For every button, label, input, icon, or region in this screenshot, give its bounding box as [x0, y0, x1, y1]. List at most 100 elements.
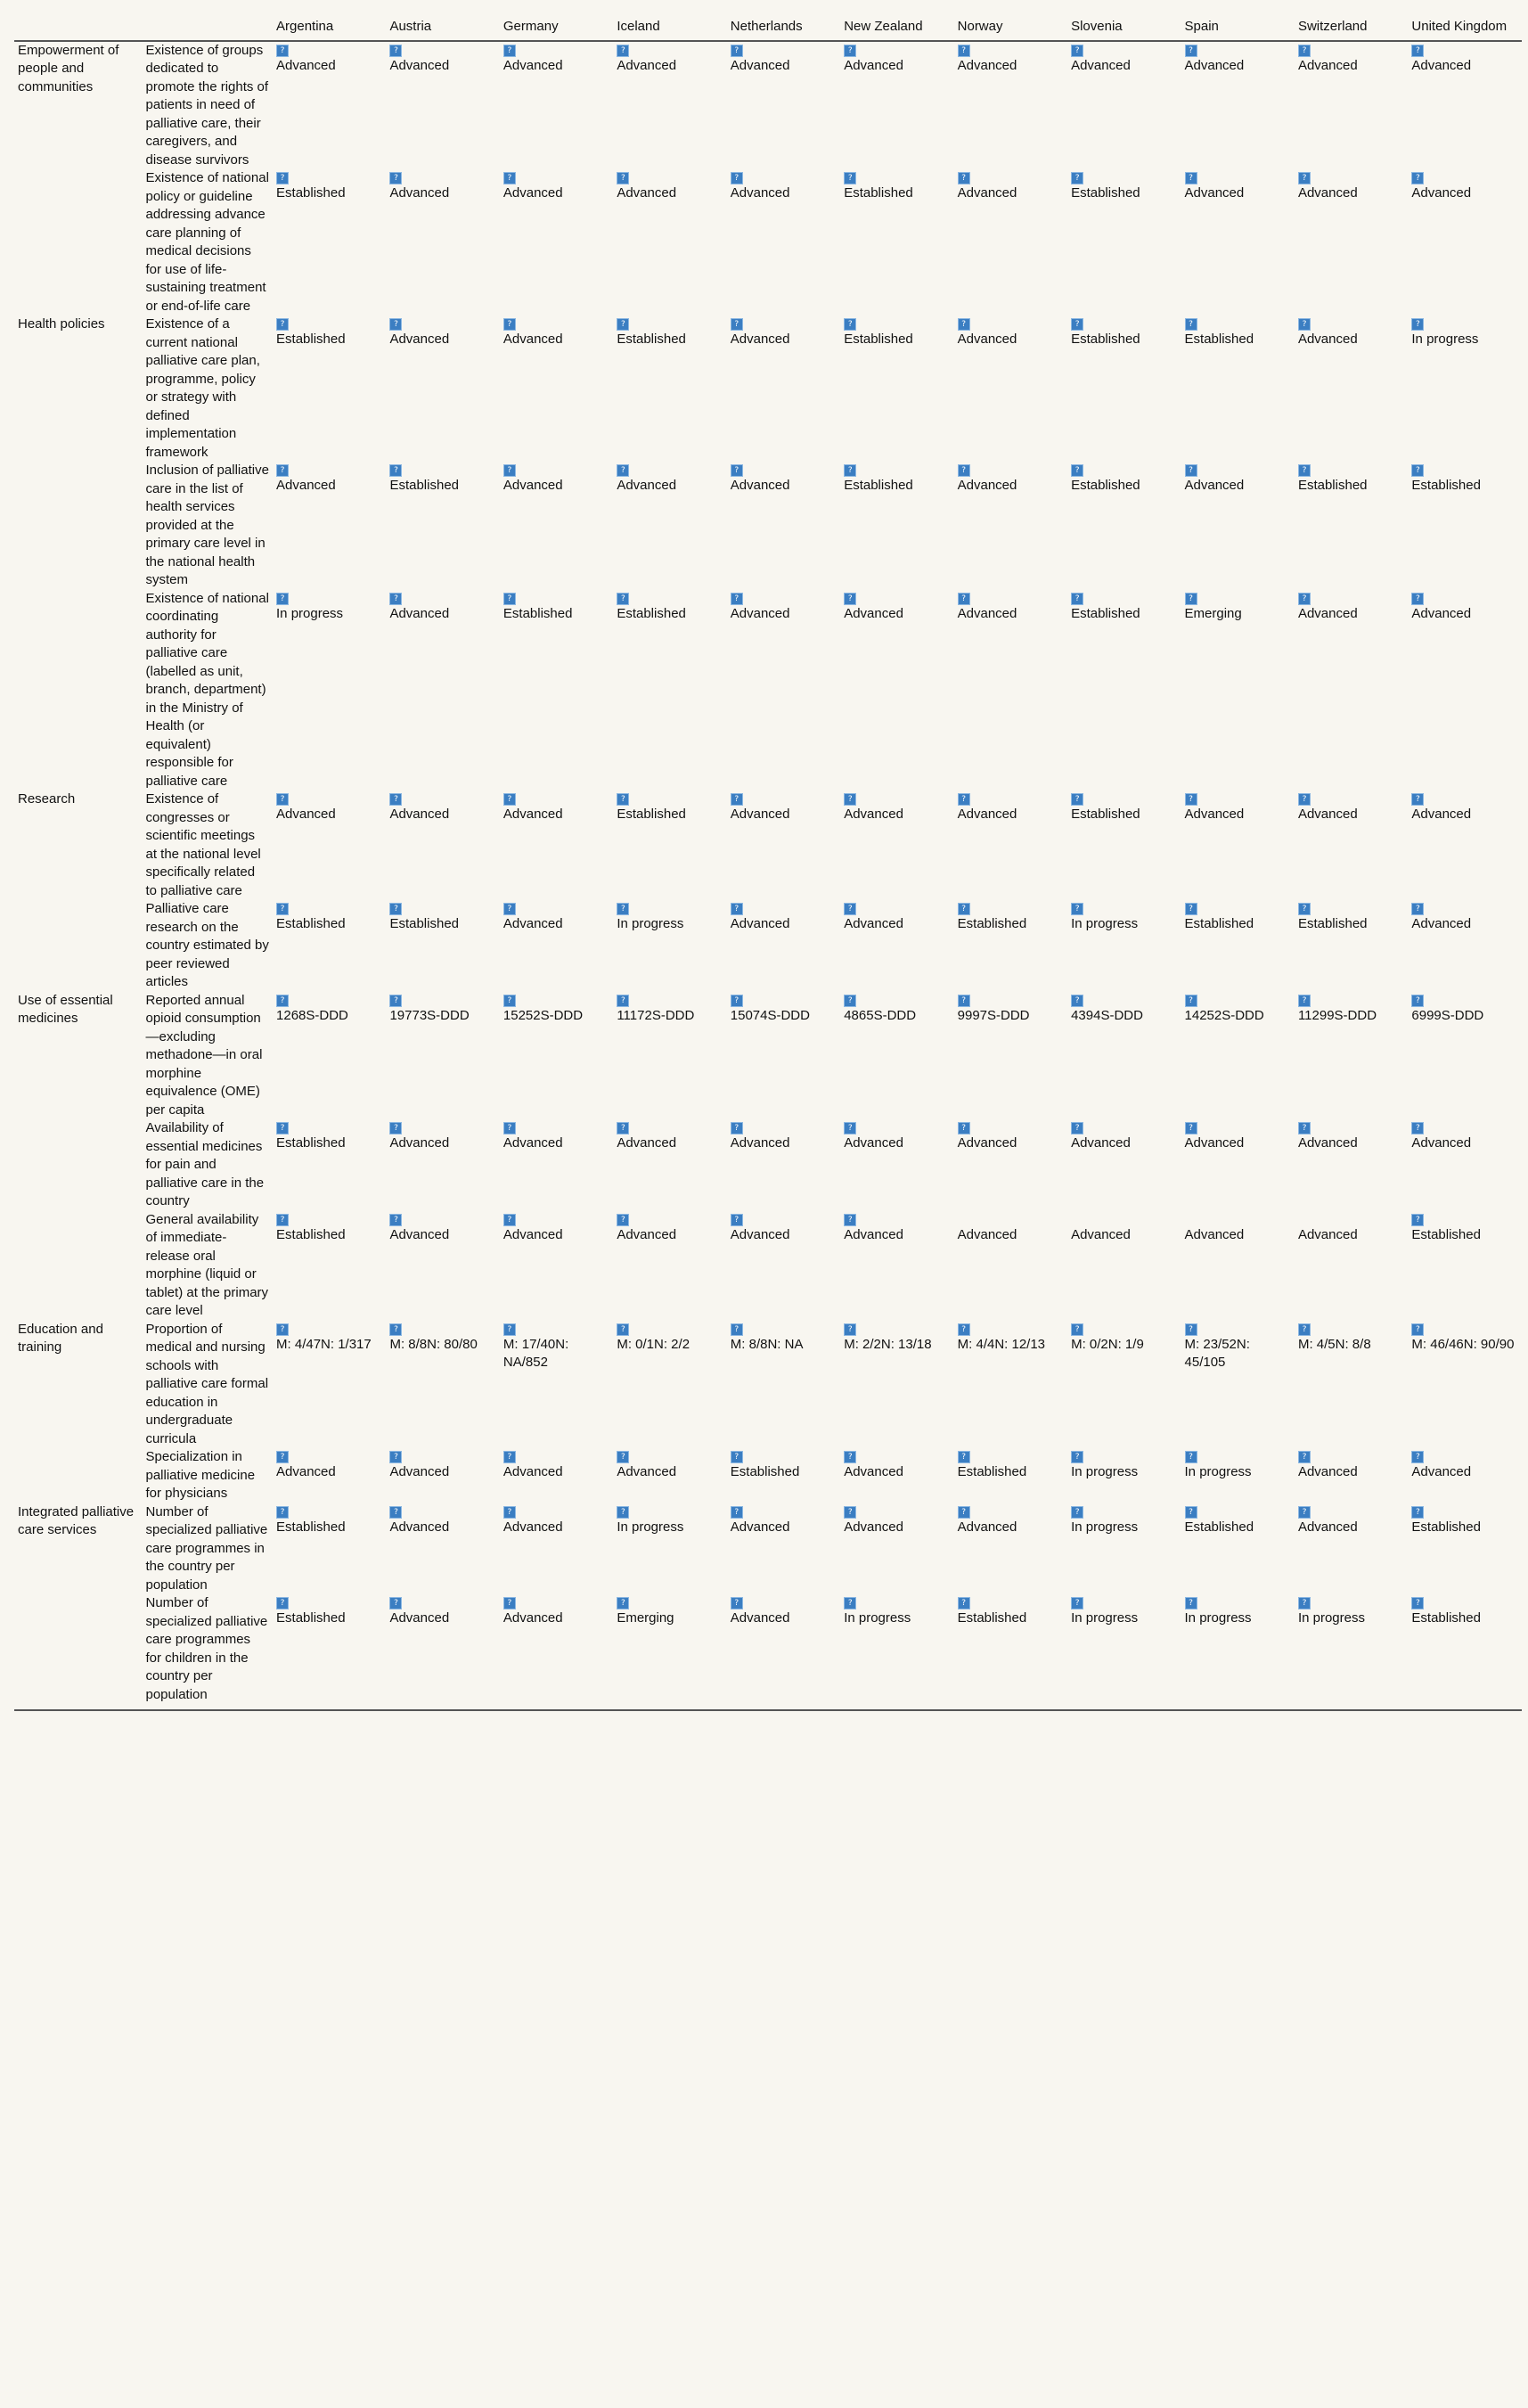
- flag-slot: ?: [1297, 1119, 1404, 1134]
- missing-image-icon: ?: [957, 318, 970, 331]
- missing-image-icon: ?: [730, 793, 743, 806]
- value-cell: ? Advanced: [273, 462, 386, 590]
- flag-slot: ?: [1071, 790, 1177, 806]
- missing-image-icon: ?: [276, 1122, 290, 1134]
- flag-slot: ?: [1297, 1594, 1404, 1609]
- missing-image-icon: ?: [1071, 1505, 1084, 1519]
- value-cell: ? Advanced: [386, 590, 499, 791]
- status-value: Advanced: [503, 478, 563, 493]
- flag-slot: ?: [1411, 169, 1518, 184]
- flag-slot: ?: [503, 900, 609, 915]
- flag-slot: ?: [617, 1594, 723, 1609]
- status-value: Advanced: [389, 807, 450, 822]
- value-cell: ? Established: [954, 1448, 1067, 1503]
- value-cell: ? Advanced: [500, 900, 613, 992]
- flag-slot: ?: [730, 1503, 837, 1519]
- value-cell: ? Advanced: [1295, 41, 1408, 170]
- value-cell: ? Advanced: [386, 1594, 500, 1711]
- flag-slot: ?: [389, 1321, 495, 1336]
- flag-slot: ?: [503, 790, 609, 806]
- status-value: Established: [276, 1610, 346, 1626]
- flag-slot: ?: [957, 169, 1064, 184]
- status-value: Established: [389, 916, 460, 931]
- value-cell: ? Advanced: [1181, 790, 1295, 900]
- value-cell: ? Advanced: [954, 1119, 1067, 1211]
- missing-image-icon: ?: [276, 318, 290, 331]
- flag-slot: ?: [1297, 1321, 1404, 1336]
- value-cell: ? Advanced: [954, 590, 1067, 791]
- flag-slot: ?: [1297, 1448, 1404, 1463]
- value-cell: ? 15074S-DDD: [727, 992, 840, 1120]
- flag-slot: ?: [276, 462, 382, 477]
- dimension-cell: [14, 590, 143, 791]
- flag-slot: ?: [730, 315, 837, 331]
- missing-image-icon: ?: [389, 994, 403, 1007]
- missing-image-icon: ?: [844, 903, 857, 915]
- value-cell: ? M: 0/2N: 1/9: [1067, 1321, 1181, 1449]
- missing-image-icon: ?: [1071, 1597, 1084, 1609]
- missing-image-icon: ?: [1411, 172, 1425, 184]
- status-value: Advanced: [276, 478, 336, 493]
- missing-image-icon: ?: [389, 464, 403, 477]
- flag-slot: ?: [617, 169, 723, 184]
- value-cell: ? Advanced: [1295, 169, 1408, 315]
- indicator-cell: Palliative care research on the country …: [145, 901, 269, 989]
- status-value: Advanced: [1411, 605, 1472, 621]
- status-value: 9997S-DDD: [957, 1007, 1030, 1023]
- flag-slot: ?: [730, 1119, 837, 1134]
- flag-slot: ?: [276, 992, 382, 1007]
- status-value: Established: [957, 916, 1027, 931]
- flag-slot: ?: [844, 1448, 950, 1463]
- dimension-cell: Research: [18, 791, 76, 807]
- missing-image-icon: ?: [1411, 1122, 1425, 1134]
- missing-image-icon: ?: [957, 44, 970, 57]
- flag-slot: ?: [389, 1503, 495, 1519]
- value-cell: ? Established: [840, 169, 953, 315]
- value-cell: ? M: 0/1N: 2/2: [613, 1321, 726, 1449]
- flag-slot: ?: [1411, 462, 1518, 477]
- column-header-country: United Kingdom: [1408, 12, 1522, 42]
- missing-image-icon: ?: [1071, 172, 1084, 184]
- status-value: Advanced: [957, 807, 1017, 822]
- status-value: In progress: [844, 1610, 911, 1626]
- missing-image-icon: ?: [1297, 903, 1311, 915]
- value-cell: ? Advanced: [1181, 169, 1295, 315]
- value-cell: ? Established: [1181, 900, 1295, 992]
- value-cell: ? M: 46/46N: 90/90: [1408, 1321, 1522, 1449]
- status-value: Advanced: [1297, 332, 1358, 347]
- value-cell: ? In progress: [1181, 1594, 1295, 1711]
- indicator-cell: Inclusion of palliative care in the list…: [145, 463, 269, 587]
- missing-image-icon: ?: [503, 1213, 516, 1226]
- status-value: Advanced: [503, 1464, 563, 1479]
- missing-image-icon: ?: [957, 1597, 970, 1609]
- status-value: Advanced: [617, 1226, 677, 1242]
- status-value: Advanced: [957, 57, 1017, 73]
- status-value: Advanced: [1071, 57, 1131, 73]
- value-cell: ? Emerging: [1181, 590, 1295, 791]
- missing-image-icon: ?: [957, 1451, 970, 1463]
- missing-image-icon: ?: [730, 1597, 743, 1609]
- missing-image-icon: ?: [957, 592, 970, 605]
- status-value: Advanced: [1297, 57, 1358, 73]
- value-cell: ? Advanced: [1295, 315, 1408, 462]
- value-cell: ? In progress: [273, 590, 386, 791]
- status-value: Established: [1184, 332, 1254, 347]
- status-value: Advanced: [730, 916, 790, 931]
- flag-slot: ?: [503, 1448, 609, 1463]
- status-value: M: 4/5N: 8/8: [1297, 1336, 1371, 1352]
- status-value: Advanced: [730, 185, 790, 201]
- missing-image-icon: ?: [1184, 903, 1197, 915]
- indicator-cell: Existence of groups dedicated to promote…: [145, 42, 269, 168]
- missing-image-icon: ?: [389, 1505, 403, 1519]
- flag-slot: ?: [617, 1448, 723, 1463]
- flag-slot: ?: [844, 992, 950, 1007]
- value-cell: ? Advanced: [954, 315, 1067, 462]
- value-cell: ? Established: [273, 315, 386, 462]
- missing-image-icon: ?: [617, 1213, 630, 1226]
- missing-image-icon: ?: [1297, 1597, 1311, 1609]
- table-row: Integrated palliative care services Numbe…: [14, 1503, 1522, 1595]
- value-cell: ? Advanced: [727, 41, 840, 170]
- missing-image-icon: ?: [1071, 592, 1084, 605]
- value-cell: ? Advanced: [1408, 790, 1522, 900]
- status-value: Advanced: [503, 1135, 563, 1151]
